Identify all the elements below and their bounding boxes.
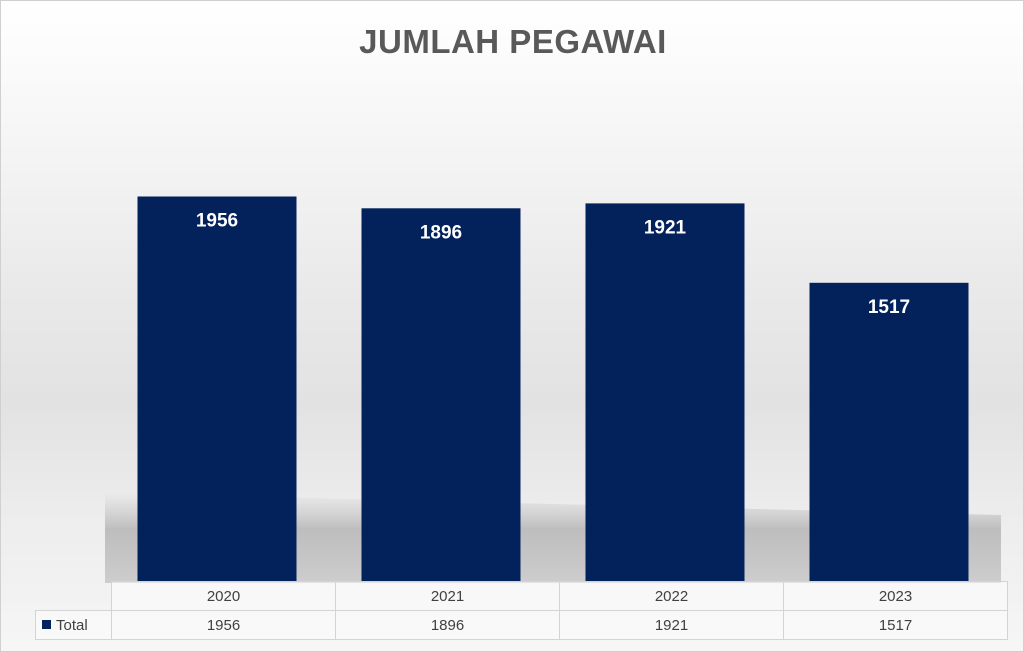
bar-2022 <box>585 203 745 581</box>
data-label-2021: 1896 <box>420 222 462 243</box>
chart-floor-shadow <box>105 493 1001 583</box>
bar-2020 <box>137 196 297 581</box>
data-label-2023: 1517 <box>868 297 910 318</box>
data-table-header-row: 2020 2021 2022 2023 <box>35 581 1008 611</box>
data-table: 2020 2021 2022 2023 Total 1956 1896 1921… <box>35 581 1008 640</box>
table-value: 1956 <box>111 610 336 640</box>
legend-entry: Total <box>35 610 112 640</box>
legend-label: Total <box>56 616 88 634</box>
category-label: 2021 <box>335 581 560 611</box>
data-table-corner <box>35 581 112 611</box>
category-label: 2023 <box>783 581 1008 611</box>
table-value: 1896 <box>335 610 560 640</box>
bar-2021 <box>361 208 521 582</box>
category-label: 2020 <box>111 581 336 611</box>
table-value: 1517 <box>783 610 1008 640</box>
data-label-2020: 1956 <box>196 211 238 232</box>
bar-2023 <box>809 282 969 581</box>
category-label: 2022 <box>559 581 784 611</box>
legend-swatch <box>42 620 51 630</box>
table-value: 1921 <box>559 610 784 640</box>
data-label-2022: 1921 <box>644 217 687 238</box>
data-table-series-row: Total 1956 1896 1921 1517 <box>35 610 1008 640</box>
chart-title: JUMLAH PEGAWAI <box>359 23 667 60</box>
